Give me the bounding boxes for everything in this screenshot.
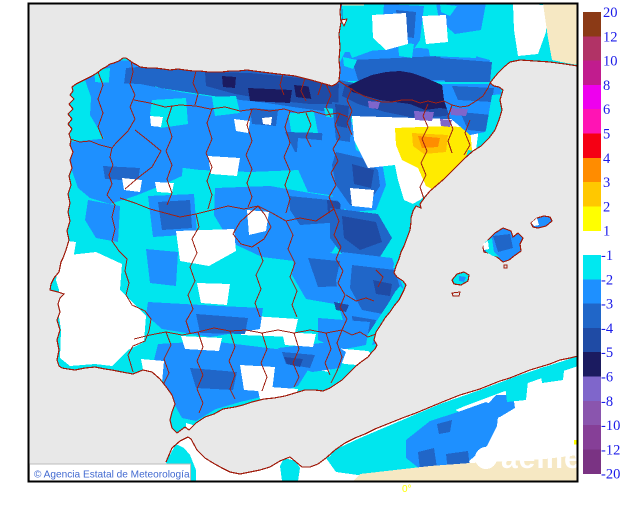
svg-text:3: 3 <box>603 175 610 191</box>
svg-text:-4: -4 <box>601 321 614 337</box>
svg-text:6: 6 <box>603 102 610 118</box>
svg-text:2: 2 <box>603 199 610 215</box>
svg-text:1: 1 <box>603 224 610 240</box>
svg-text:-3: -3 <box>601 297 613 313</box>
svg-text:20: 20 <box>603 5 618 21</box>
svg-text:4: 4 <box>603 151 611 167</box>
svg-text:-10: -10 <box>601 418 620 434</box>
svg-text:-6: -6 <box>601 370 613 386</box>
svg-text:10: 10 <box>603 54 618 70</box>
svg-text:12: 12 <box>603 29 618 45</box>
svg-text:© Agencia Estatal de Meteorolo: © Agencia Estatal de Meteorología <box>34 470 190 481</box>
svg-text:-12: -12 <box>601 442 620 458</box>
svg-text:0°: 0° <box>402 484 412 495</box>
svg-text:-8: -8 <box>601 394 613 410</box>
svg-text:-1: -1 <box>601 248 613 264</box>
svg-text:5: 5 <box>603 127 610 143</box>
svg-text:-20: -20 <box>601 467 620 483</box>
svg-text:8: 8 <box>603 78 610 94</box>
svg-text:aemet: aemet <box>501 442 593 475</box>
svg-text:-2: -2 <box>601 272 613 288</box>
svg-text:-5: -5 <box>601 345 613 361</box>
